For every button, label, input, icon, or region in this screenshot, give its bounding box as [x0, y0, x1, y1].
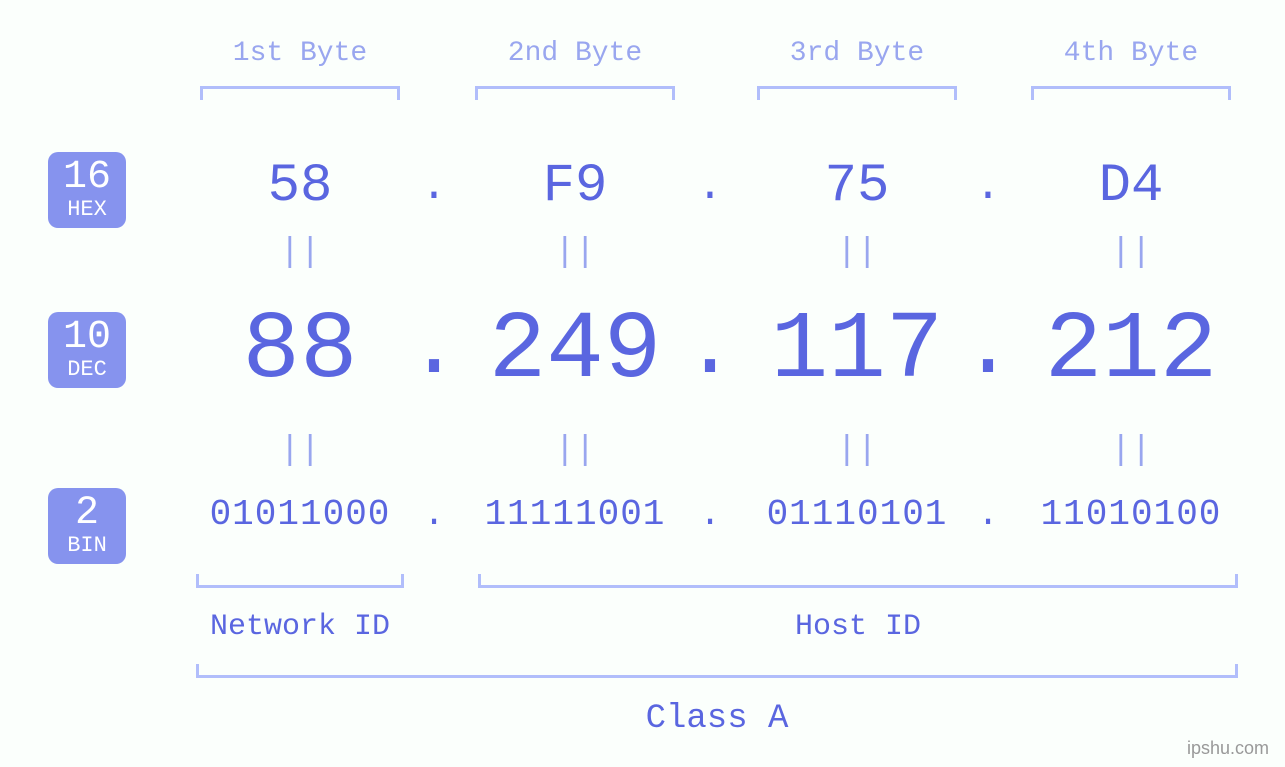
class-label: Class A	[196, 700, 1238, 738]
hex-dot-2: .	[690, 162, 730, 212]
eq-hex-dec-3: ||	[827, 234, 887, 272]
base-num-hex: 16	[48, 158, 126, 198]
byte-bracket-top-1	[200, 86, 400, 100]
byte-bracket-top-3	[757, 86, 957, 100]
byte-header-2: 2nd Byte	[455, 38, 695, 69]
base-badge-bin: 2BIN	[48, 488, 126, 564]
eq-dec-bin-1: ||	[270, 432, 330, 470]
hex-byte-4: D4	[1011, 156, 1251, 217]
bin-byte-1: 01011000	[170, 494, 430, 535]
base-badge-dec: 10DEC	[48, 312, 126, 388]
base-abbr-bin: BIN	[48, 534, 126, 558]
eq-hex-dec-4: ||	[1101, 234, 1161, 272]
hex-byte-3: 75	[737, 156, 977, 217]
host-id-bracket	[478, 574, 1238, 588]
base-num-bin: 2	[48, 494, 126, 534]
bin-dot-1: .	[414, 494, 454, 535]
hex-byte-2: F9	[455, 156, 695, 217]
hex-dot-1: .	[414, 162, 454, 212]
byte-header-1: 1st Byte	[180, 38, 420, 69]
network-id-bracket	[196, 574, 404, 588]
byte-bracket-top-4	[1031, 86, 1231, 100]
eq-hex-dec-2: ||	[545, 234, 605, 272]
dec-dot-1: .	[404, 300, 464, 399]
bin-byte-4: 11010100	[1001, 494, 1261, 535]
dec-dot-2: .	[680, 300, 740, 399]
eq-hex-dec-1: ||	[270, 234, 330, 272]
eq-dec-bin-4: ||	[1101, 432, 1161, 470]
dec-byte-4: 212	[981, 296, 1281, 405]
byte-header-4: 4th Byte	[1011, 38, 1251, 69]
watermark-text: ipshu.com	[1187, 738, 1269, 759]
bin-dot-3: .	[968, 494, 1008, 535]
byte-header-3: 3rd Byte	[737, 38, 977, 69]
bin-dot-2: .	[690, 494, 730, 535]
hex-dot-3: .	[968, 162, 1008, 212]
base-abbr-dec: DEC	[48, 358, 126, 382]
host-id-label: Host ID	[478, 610, 1238, 644]
bin-byte-2: 11111001	[445, 494, 705, 535]
base-num-dec: 10	[48, 318, 126, 358]
hex-byte-1: 58	[180, 156, 420, 217]
eq-dec-bin-2: ||	[545, 432, 605, 470]
bin-byte-3: 01110101	[727, 494, 987, 535]
eq-dec-bin-3: ||	[827, 432, 887, 470]
base-badge-hex: 16HEX	[48, 152, 126, 228]
network-id-label: Network ID	[196, 610, 404, 644]
dec-dot-3: .	[958, 300, 1018, 399]
base-abbr-hex: HEX	[48, 198, 126, 222]
byte-bracket-top-2	[475, 86, 675, 100]
class-bracket	[196, 664, 1238, 678]
